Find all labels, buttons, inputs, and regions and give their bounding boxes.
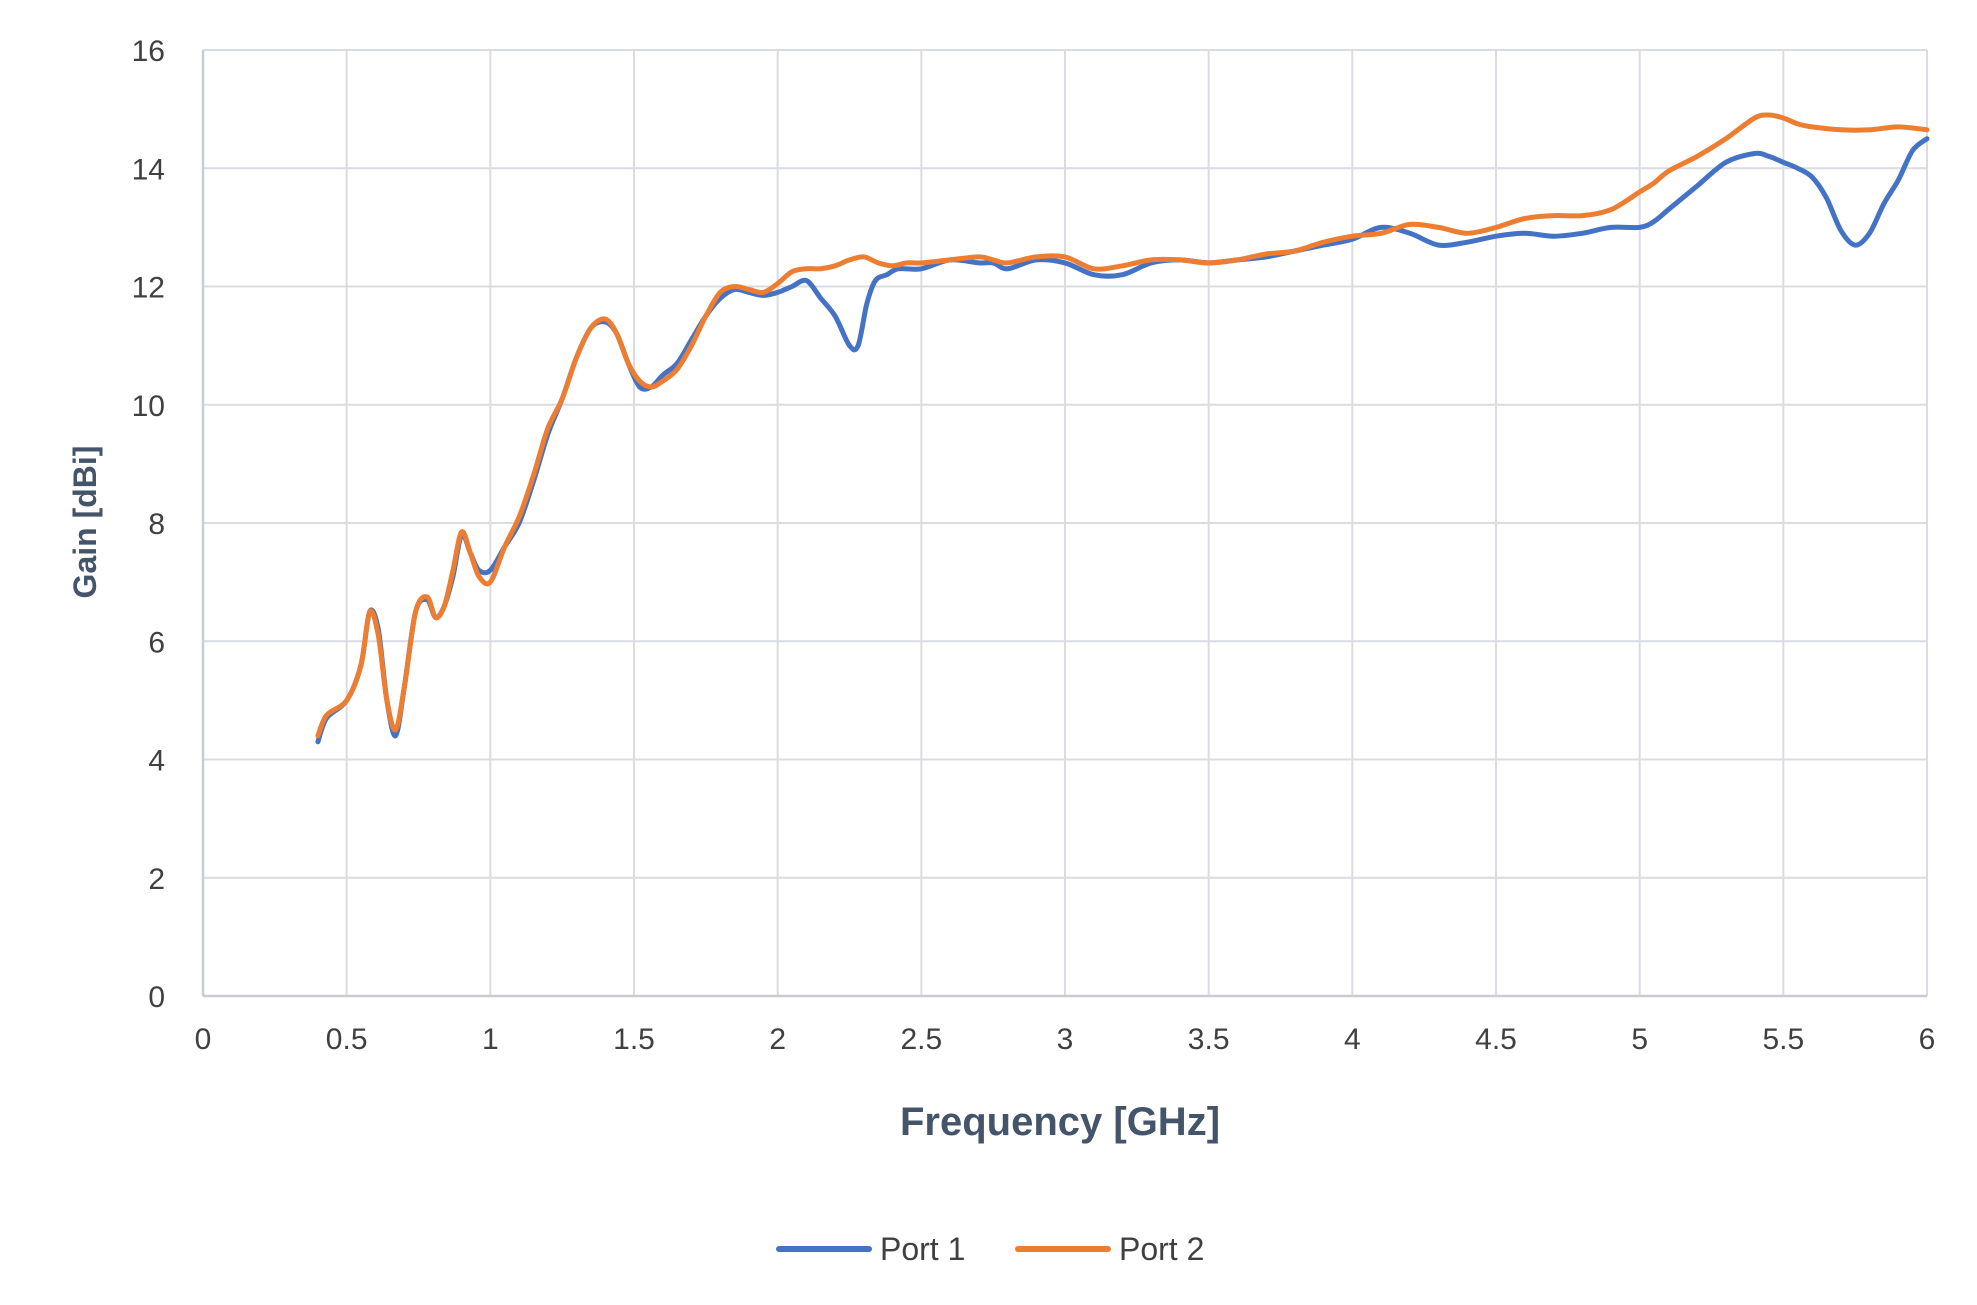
legend-item-port-2: Port 2 — [1015, 1231, 1204, 1267]
y-tick-label: 6 — [148, 626, 165, 659]
x-tick-label: 1 — [482, 1023, 499, 1056]
y-tick-label: 12 — [132, 272, 165, 305]
y-tick-label: 16 — [132, 35, 165, 68]
x-tick-label: 3 — [1057, 1023, 1074, 1056]
legend-item-port-1: Port 1 — [776, 1231, 965, 1267]
x-tick-label: 0 — [195, 1023, 212, 1056]
legend: Port 1 Port 2 — [776, 1231, 1204, 1267]
y-tick-label: 0 — [148, 981, 165, 1014]
y-axis-title: Gain [dBi] — [67, 446, 103, 599]
x-tick-label: 4 — [1344, 1023, 1361, 1056]
x-tick-label: 6 — [1919, 1023, 1936, 1056]
y-tick-label: 8 — [148, 508, 165, 541]
y-tick-label: 10 — [132, 390, 165, 423]
x-tick-label: 5 — [1631, 1023, 1648, 1056]
y-tick-label: 2 — [148, 863, 165, 896]
y-tick-label: 4 — [148, 745, 165, 778]
x-tick-label: 1.5 — [613, 1023, 655, 1056]
series-line-port-2 — [315, 112, 1930, 739]
x-tick-label: 5.5 — [1762, 1023, 1804, 1056]
x-axis-title: Frequency [GHz] — [900, 1100, 1220, 1144]
x-tick-label: 2.5 — [900, 1023, 942, 1056]
x-tick-label: 2 — [769, 1023, 786, 1056]
series-line-port-1 — [315, 136, 1930, 745]
tick-label-layer: 0 0.5 1 1.5 2 2.5 3 3.5 4 4.5 5 5.5 6 0 2 4 6 8 10 12 14 16 — [132, 35, 1936, 1056]
axis-layer — [201, 50, 1927, 998]
x-tick-label: 0.5 — [326, 1023, 368, 1056]
x-tick-label: 3.5 — [1188, 1023, 1230, 1056]
legend-label: Port 2 — [1119, 1231, 1204, 1267]
x-tick-label: 4.5 — [1475, 1023, 1517, 1056]
legend-label: Port 1 — [880, 1231, 965, 1267]
y-tick-label: 14 — [132, 153, 165, 186]
series-layer — [315, 112, 1930, 745]
grid-layer — [203, 49, 1928, 996]
